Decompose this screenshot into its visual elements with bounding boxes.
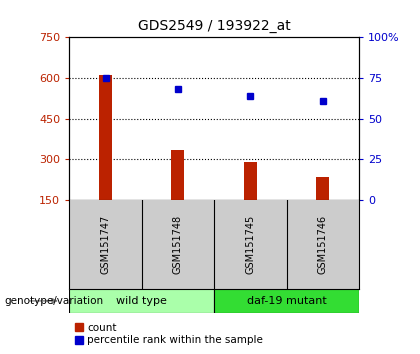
Bar [316, 177, 329, 200]
Title: GDS2549 / 193922_at: GDS2549 / 193922_at [138, 19, 291, 33]
Bar [171, 150, 184, 200]
Text: daf-19 mutant: daf-19 mutant [247, 296, 326, 306]
Text: wild type: wild type [116, 296, 167, 306]
Text: GSM151745: GSM151745 [245, 215, 255, 274]
Bar [99, 75, 112, 200]
Bar [214, 289, 359, 313]
Text: GSM151746: GSM151746 [318, 215, 328, 274]
Text: genotype/variation: genotype/variation [4, 296, 103, 306]
Text: GSM151747: GSM151747 [100, 215, 110, 274]
Bar [69, 289, 214, 313]
Legend: count, percentile rank within the sample: count, percentile rank within the sample [74, 322, 263, 345]
Bar [244, 162, 257, 200]
Text: GSM151748: GSM151748 [173, 215, 183, 274]
